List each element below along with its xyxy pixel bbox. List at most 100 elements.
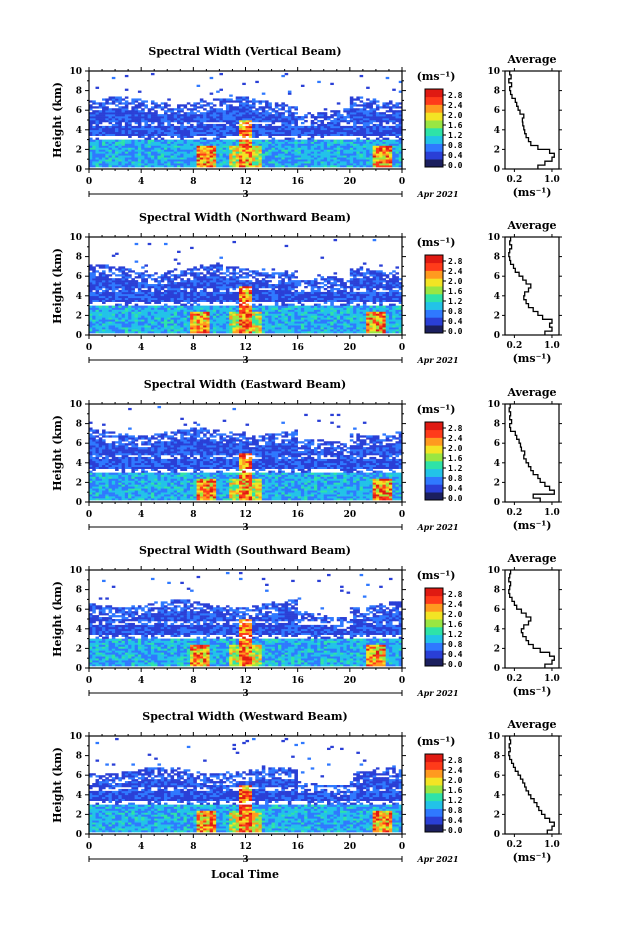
heatmap-cell: [362, 104, 367, 107]
heatmap-cell: [225, 163, 230, 166]
heatmap-cell: [183, 145, 188, 148]
heatmap-cell: [258, 272, 263, 275]
heatmap-cell: [353, 102, 357, 105]
heatmap-cell: [108, 108, 113, 111]
heatmap-cell: [294, 143, 298, 146]
heatmap-cell: [238, 276, 243, 279]
heatmap-cell: [128, 159, 132, 162]
heatmap-cell: [186, 307, 191, 310]
heatmap-cell: [284, 303, 289, 306]
heatmap-cell: [177, 149, 181, 152]
heatmap-cell: [199, 125, 204, 129]
heatmap-cell: [278, 159, 282, 162]
heatmap-cell: [137, 106, 142, 109]
heatmap-cell: [170, 120, 175, 123]
heatmap-cell: [222, 98, 227, 101]
heatmap-cell: [95, 114, 100, 117]
heatmap-cell: [320, 135, 325, 138]
heatmap-cell: [375, 157, 380, 160]
heatmap-cell: [147, 131, 152, 135]
heatmap-cell: [163, 141, 168, 144]
heatmap-cell: [238, 125, 243, 129]
heatmap-cell: [124, 96, 129, 99]
heatmap-cell: [313, 161, 318, 164]
heatmap-cell: [118, 153, 122, 156]
heatmap-cell: [209, 129, 214, 133]
heatmap-cell: [170, 293, 175, 297]
heatmap-cell: [284, 286, 289, 289]
heatmap-cell: [304, 147, 308, 150]
heatmap-cell: [137, 141, 142, 144]
heatmap-cell: [219, 325, 223, 328]
heatmap-cell: [372, 114, 377, 117]
heatmap-cell: [369, 143, 373, 146]
heatmap-cell: [177, 313, 181, 316]
heatmap-cell: [225, 327, 230, 330]
heatmap-cell: [212, 289, 217, 293]
heatmap-cell: [186, 315, 191, 318]
heatmap-cell: [170, 289, 175, 293]
heatmap-cell: [278, 125, 282, 129]
heatmap-cell: [163, 323, 168, 326]
heatmap-cell: [317, 127, 321, 131]
heatmap-cell: [196, 319, 201, 322]
heatmap-cell: [95, 125, 100, 129]
heatmap-cell: [108, 155, 113, 158]
heatmap-cell: [398, 120, 403, 123]
heatmap-cell: [333, 151, 338, 154]
heatmap-cell: [385, 104, 390, 107]
heatmap-cell: [284, 125, 289, 129]
heatmap-cell: [281, 108, 285, 111]
heatmap-cell: [102, 112, 106, 115]
heatmap-cell: [242, 121, 246, 125]
heatmap-cell: [216, 139, 220, 142]
heatmap-cell: [300, 129, 305, 133]
heatmap-cell: [128, 118, 132, 121]
heatmap-cell: [353, 157, 357, 160]
heatmap-cell: [320, 131, 325, 135]
heatmap-cell: [225, 323, 230, 326]
heatmap-cell: [261, 112, 266, 115]
heatmap-cell: [343, 157, 347, 160]
heatmap-cell: [150, 161, 155, 164]
heatmap-cell: [209, 293, 214, 297]
heatmap-cell: [336, 102, 341, 105]
heatmap-cell: [258, 114, 263, 117]
heatmap-cell: [108, 112, 113, 115]
heatmap-cell: [203, 315, 207, 318]
heatmap-cell: [313, 299, 318, 302]
heatmap-cell: [304, 299, 308, 302]
heatmap-cell: [160, 155, 165, 158]
heatmap-cell: [382, 125, 386, 129]
heatmap-cell: [379, 155, 383, 158]
heatmap-cell: [307, 280, 312, 283]
heatmap-cell: [186, 329, 191, 332]
heatmap-cell: [379, 114, 383, 117]
heatmap-cell: [229, 295, 233, 299]
heatmap-cell: [102, 102, 106, 105]
heatmap-cell: [163, 155, 168, 158]
heatmap-cell: [297, 299, 302, 302]
heatmap-cell: [89, 123, 93, 127]
heatmap-cell: [206, 272, 210, 275]
heatmap-cell: [199, 127, 204, 131]
heatmap-cell: [190, 151, 194, 154]
heatmap-cell: [157, 127, 162, 131]
heatmap-cell: [313, 131, 318, 135]
heatmap-cell: [294, 313, 298, 316]
heatmap-cell: [248, 329, 253, 332]
heatmap-cell: [216, 114, 220, 117]
heatmap-cell: [92, 321, 96, 324]
heatmap-cell: [206, 297, 210, 301]
heatmap-cell: [343, 127, 347, 131]
heatmap-cell: [245, 143, 250, 146]
heatmap-cell: [157, 327, 162, 330]
heatmap-cell: [203, 112, 207, 115]
heatmap-cell: [160, 323, 165, 326]
heatmap-cell: [294, 286, 298, 289]
heatmap-cell: [385, 110, 390, 113]
heatmap-cell: [336, 163, 341, 166]
heatmap-cell: [180, 131, 184, 135]
heatmap-cell: [356, 141, 360, 144]
heatmap-cell: [300, 121, 305, 125]
